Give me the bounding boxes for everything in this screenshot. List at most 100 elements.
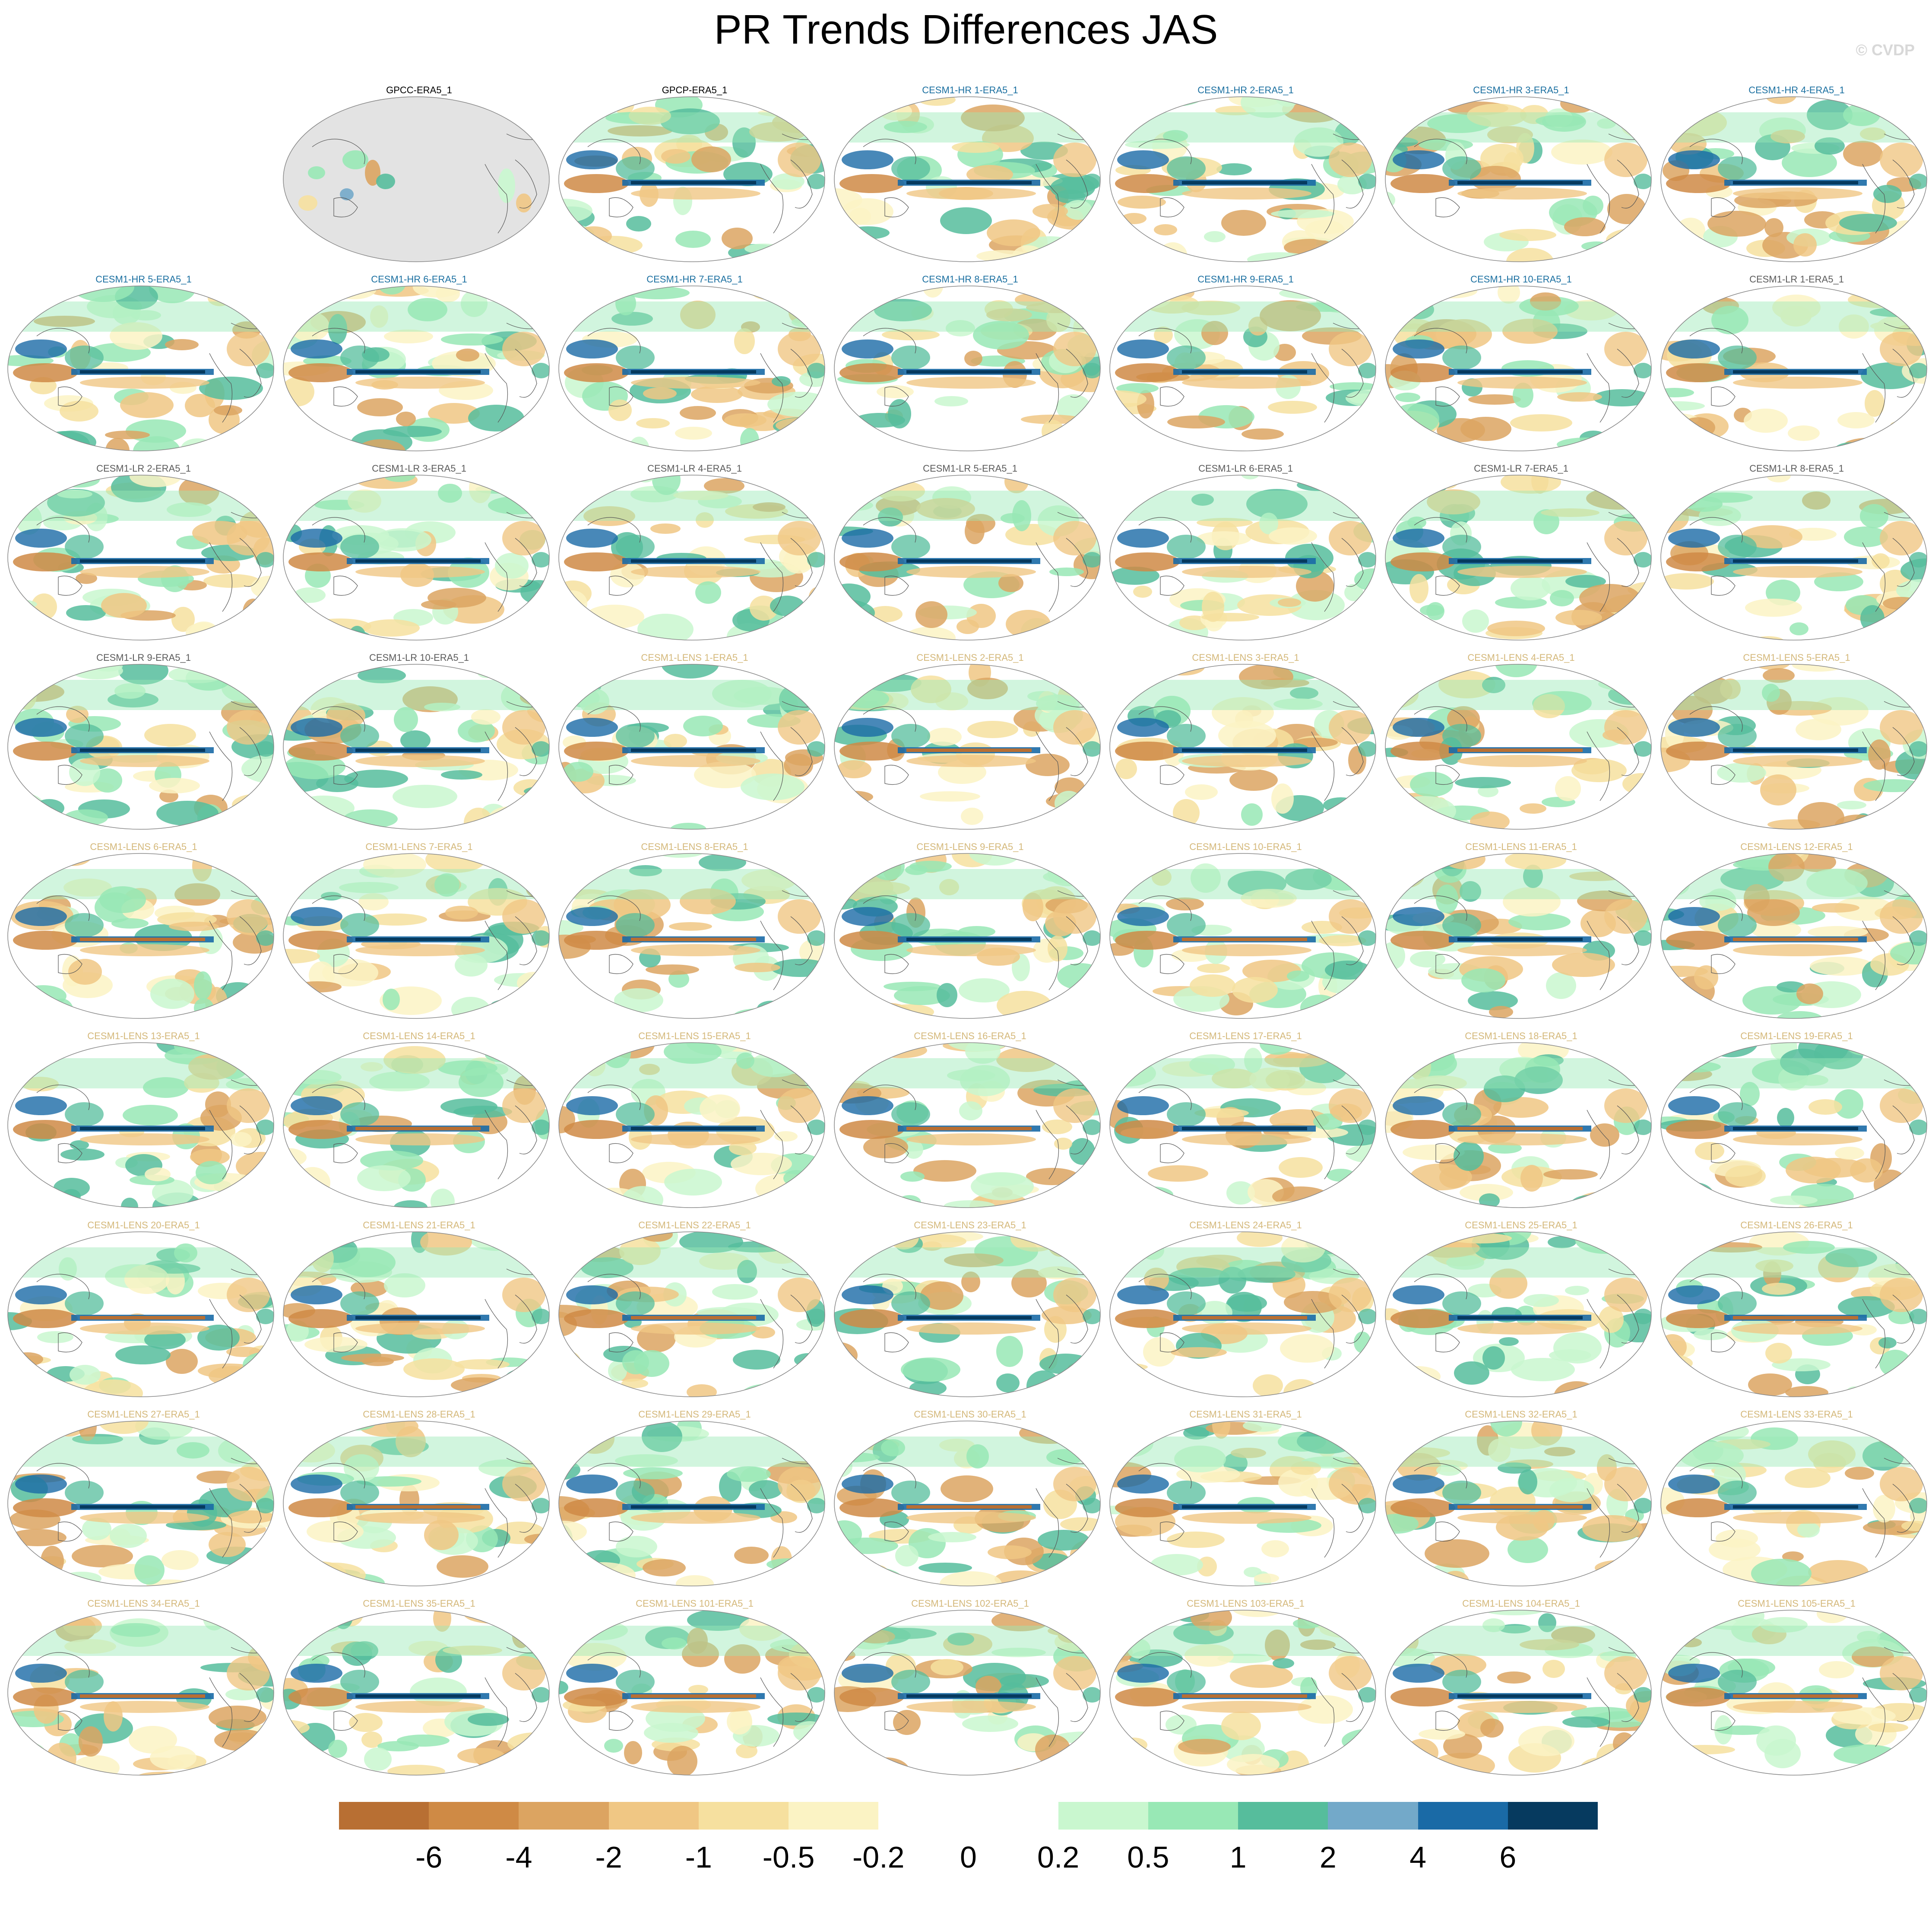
panel-title: GPCC-ERA5_1 — [386, 85, 452, 95]
panel-title: CESM1-LENS 103-ERA5_1 — [1187, 1598, 1305, 1609]
map-panel: CESM1-LENS 105-ERA5_1 — [1660, 1591, 1932, 1780]
map-panel: CESM1-LENS 104-ERA5_1 — [1384, 1591, 1658, 1780]
map-panel: CESM1-LENS 28-ERA5_1 — [282, 1402, 556, 1591]
colorbar-swatch — [789, 1802, 879, 1830]
panel-title: CESM1-LENS 30-ERA5_1 — [914, 1409, 1026, 1420]
map-panel: CESM1-LENS 102-ERA5_1 — [833, 1591, 1107, 1780]
world-map — [558, 1042, 825, 1208]
panel-title: CESM1-LENS 9-ERA5_1 — [916, 841, 1024, 852]
map-panel: CESM1-HR 5-ERA5_1 — [6, 267, 281, 456]
map-panel: CESM1-LENS 8-ERA5_1 — [557, 834, 832, 1024]
world-map — [7, 285, 274, 451]
map-panel: CESM1-LR 1-ERA5_1 — [1660, 267, 1932, 456]
panel-title: CESM1-LENS 23-ERA5_1 — [914, 1220, 1026, 1230]
world-map — [834, 96, 1101, 262]
panel-title: CESM1-LENS 16-ERA5_1 — [914, 1031, 1026, 1041]
world-map — [1109, 1042, 1376, 1208]
world-map — [1660, 1610, 1927, 1776]
world-map — [558, 1610, 825, 1776]
world-map — [1109, 664, 1376, 830]
panel-title: CESM1-LENS 33-ERA5_1 — [1740, 1409, 1853, 1420]
world-map — [1385, 1421, 1652, 1586]
map-panel: GPCP-ERA5_1 — [557, 78, 832, 267]
panel-title: CESM1-LR 10-ERA5_1 — [369, 652, 469, 663]
panel-title: CESM1-HR 3-ERA5_1 — [1473, 85, 1569, 95]
map-panel: CESM1-LENS 26-ERA5_1 — [1660, 1213, 1932, 1402]
map-panel: CESM1-LR 5-ERA5_1 — [833, 456, 1107, 645]
colorbar-swatch — [968, 1802, 1059, 1830]
map-panel: CESM1-LR 6-ERA5_1 — [1109, 456, 1383, 645]
map-panel: CESM1-LENS 21-ERA5_1 — [282, 1213, 556, 1402]
colorbar-tick-label: 0.2 — [1037, 1840, 1080, 1874]
world-map — [1385, 1231, 1652, 1397]
panel-title: CESM1-HR 5-ERA5_1 — [95, 274, 192, 285]
panel-title: CESM1-LENS 35-ERA5_1 — [363, 1598, 475, 1609]
panel-title: CESM1-LENS 21-ERA5_1 — [363, 1220, 475, 1230]
world-map — [7, 664, 274, 830]
map-panel: CESM1-LENS 5-ERA5_1 — [1660, 645, 1932, 834]
map-panel: CESM1-LENS 20-ERA5_1 — [6, 1213, 281, 1402]
map-panel: CESM1-LENS 27-ERA5_1 — [6, 1402, 281, 1591]
colorbar-tick-label: 1 — [1229, 1840, 1247, 1874]
world-map — [1385, 96, 1652, 262]
map-panel: CESM1-LENS 103-ERA5_1 — [1109, 1591, 1383, 1780]
map-panel: CESM1-HR 1-ERA5_1 — [833, 78, 1107, 267]
panel-title: GPCP-ERA5_1 — [662, 85, 728, 95]
panel-title: CESM1-HR 4-ERA5_1 — [1748, 85, 1845, 95]
panel-title: CESM1-LENS 2-ERA5_1 — [916, 652, 1024, 663]
panel-title: CESM1-LENS 5-ERA5_1 — [1743, 652, 1850, 663]
panel-title: CESM1-LENS 26-ERA5_1 — [1740, 1220, 1853, 1230]
colorbar: -6 -4 -2 -1 -0.5 -0.2 0 0.2 0.5 1 2 4 6 — [339, 1802, 1598, 1888]
colorbar-tick-label: -2 — [595, 1840, 622, 1874]
world-map — [834, 1042, 1101, 1208]
world-map — [1109, 96, 1376, 262]
panel-title: CESM1-LENS 15-ERA5_1 — [638, 1031, 751, 1041]
map-panel: CESM1-HR 6-ERA5_1 — [282, 267, 556, 456]
panel-title: CESM1-LR 1-ERA5_1 — [1749, 274, 1844, 285]
world-map — [1385, 475, 1652, 641]
map-panel: CESM1-LENS 2-ERA5_1 — [833, 645, 1107, 834]
panel-title: CESM1-HR 10-ERA5_1 — [1470, 274, 1572, 285]
world-map — [283, 1421, 550, 1586]
colorbar-swatch — [608, 1802, 699, 1830]
world-map — [283, 1042, 550, 1208]
world-map — [1385, 853, 1652, 1019]
colorbar-tick-label: 4 — [1409, 1840, 1427, 1874]
colorbar-swatch — [339, 1802, 429, 1830]
map-panel: CESM1-LR 10-ERA5_1 — [282, 645, 556, 834]
world-map — [834, 664, 1101, 830]
panel-title: CESM1-LENS 17-ERA5_1 — [1189, 1031, 1302, 1041]
panel-title: CESM1-LENS 20-ERA5_1 — [87, 1220, 200, 1230]
map-panel: CESM1-HR 3-ERA5_1 — [1384, 78, 1658, 267]
world-map — [558, 285, 825, 451]
panel-title: CESM1-LENS 24-ERA5_1 — [1189, 1220, 1302, 1230]
world-map — [834, 1610, 1101, 1776]
panel-title: CESM1-LENS 101-ERA5_1 — [636, 1598, 754, 1609]
world-map — [558, 475, 825, 641]
map-panel: CESM1-LENS 22-ERA5_1 — [557, 1213, 832, 1402]
map-panel: GPCC-ERA5_1 — [282, 78, 556, 267]
panel-title: CESM1-LENS 1-ERA5_1 — [641, 652, 748, 663]
panel-title: CESM1-LR 8-ERA5_1 — [1749, 463, 1844, 474]
colorbar-tick-label: -6 — [415, 1840, 443, 1874]
colorbar-swatch — [1328, 1802, 1419, 1830]
world-map — [1109, 1231, 1376, 1397]
world-map — [1660, 1421, 1927, 1586]
colorbar-swatch — [1238, 1802, 1328, 1830]
map-panel: CESM1-LENS 15-ERA5_1 — [557, 1024, 832, 1213]
world-map — [283, 1610, 550, 1776]
colorbar-swatch — [1508, 1802, 1598, 1830]
page-title: PR Trends Differences JAS — [714, 6, 1218, 53]
map-panel: CESM1-LENS 35-ERA5_1 — [282, 1591, 556, 1780]
panel-title: CESM1-LENS 27-ERA5_1 — [87, 1409, 200, 1420]
map-panel: CESM1-HR 9-ERA5_1 — [1109, 267, 1383, 456]
panel-title: CESM1-LR 6-ERA5_1 — [1198, 463, 1293, 474]
panel-title: CESM1-LENS 104-ERA5_1 — [1462, 1598, 1580, 1609]
map-panel: CESM1-LENS 12-ERA5_1 — [1660, 834, 1932, 1024]
colorbar-tick-label: 0.5 — [1127, 1840, 1169, 1874]
world-map — [283, 853, 550, 1019]
panel-title: CESM1-HR 9-ERA5_1 — [1197, 274, 1294, 285]
map-panel: CESM1-LENS 29-ERA5_1 — [557, 1402, 832, 1591]
world-map — [558, 664, 825, 830]
panel-title: CESM1-LR 7-ERA5_1 — [1474, 463, 1568, 474]
